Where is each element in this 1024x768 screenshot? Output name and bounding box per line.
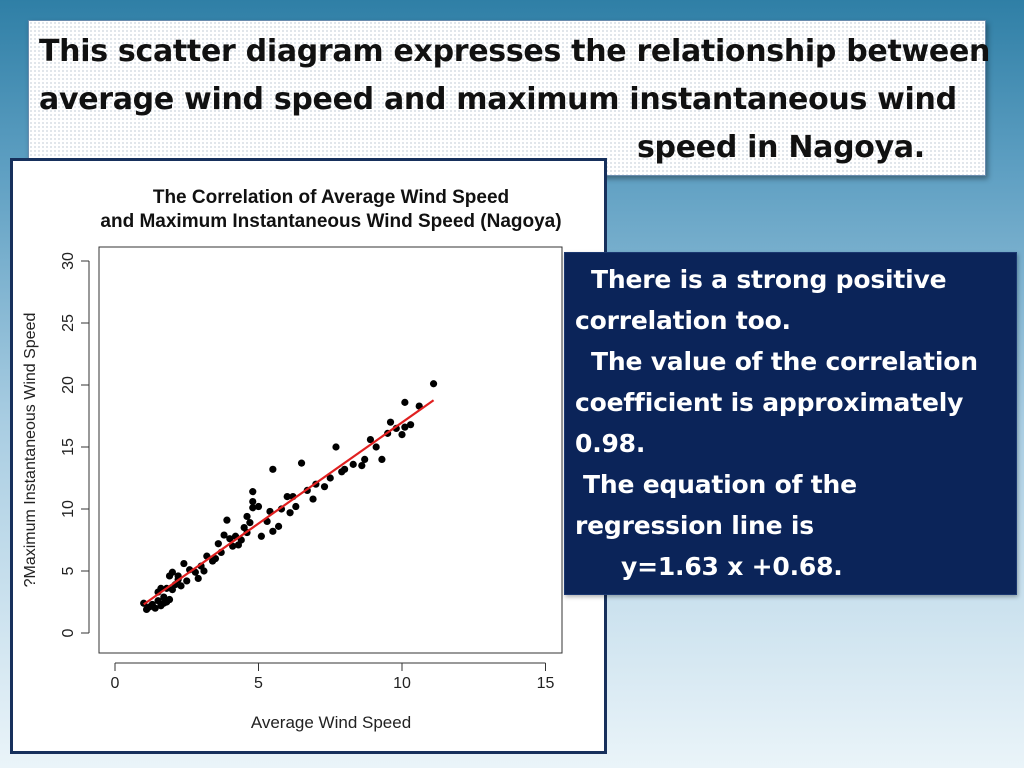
info-line-8: y=1.63 x +0.68. bbox=[621, 552, 843, 581]
slide-title-line-3: speed in Nagoya. bbox=[637, 130, 925, 165]
info-line-1: There is a strong positive bbox=[591, 265, 947, 294]
scatter-point bbox=[378, 455, 386, 463]
scatter-point bbox=[249, 497, 257, 506]
scatter-point bbox=[366, 435, 375, 444]
info-line-7: regression line is bbox=[575, 511, 814, 540]
scatter-point bbox=[407, 421, 415, 429]
scatter-point bbox=[223, 516, 231, 524]
scatter-point bbox=[249, 488, 257, 496]
scatter-point bbox=[211, 555, 220, 563]
scatter-point bbox=[286, 509, 294, 517]
scatter-point bbox=[249, 504, 257, 512]
regression-line-layer bbox=[143, 399, 435, 606]
scatter-point bbox=[401, 398, 409, 406]
scatter-point bbox=[254, 502, 263, 511]
info-line-2: correlation too. bbox=[575, 306, 791, 335]
info-line-6: The equation of the bbox=[583, 470, 857, 499]
scatter-point bbox=[200, 567, 208, 575]
scatter-point bbox=[309, 495, 317, 503]
scatter-point bbox=[177, 582, 185, 590]
scatter-point bbox=[332, 443, 340, 451]
scatter-point bbox=[246, 519, 254, 527]
title-box: This scatter diagram expresses the relat… bbox=[28, 20, 990, 176]
slide-title-line-2: average wind speed and maximum instantan… bbox=[39, 82, 957, 117]
y-axis: 0 5 10 15 20 25 30 bbox=[60, 252, 90, 637]
scatter-point bbox=[269, 527, 277, 535]
scatter-point bbox=[226, 535, 234, 543]
info-line-3: The value of the correlation bbox=[591, 347, 978, 376]
scatter-point bbox=[372, 443, 380, 451]
y-tick-label: 10 bbox=[60, 500, 77, 518]
regression-line bbox=[143, 399, 435, 606]
scatter-point bbox=[341, 465, 349, 473]
x-tick-label: 0 bbox=[111, 675, 120, 692]
scatter-point bbox=[429, 380, 438, 388]
scatter-point bbox=[283, 493, 291, 501]
scatter-point bbox=[229, 542, 237, 550]
scatter-point bbox=[194, 574, 202, 583]
scatter-point bbox=[165, 595, 174, 604]
scatter-point bbox=[269, 465, 277, 473]
info-line-5: 0.98. bbox=[575, 429, 646, 458]
scatter-point bbox=[243, 512, 251, 521]
y-tick-label: 20 bbox=[60, 376, 77, 394]
x-axis-label: Average Wind Speed bbox=[251, 713, 411, 732]
scatter-point bbox=[274, 522, 283, 530]
scatter-point bbox=[386, 418, 395, 426]
y-tick-label: 5 bbox=[60, 566, 77, 575]
chart-title-line-1: The Correlation of Average Wind Speed bbox=[153, 187, 509, 208]
x-tick-label: 10 bbox=[393, 675, 411, 692]
scatter-point bbox=[151, 604, 159, 612]
y-tick-label: 25 bbox=[60, 314, 77, 332]
scatter-point bbox=[361, 455, 369, 463]
scatter-point bbox=[297, 459, 306, 467]
scatter-point bbox=[398, 431, 406, 439]
scatter-point bbox=[183, 577, 191, 585]
y-tick-label: 15 bbox=[60, 438, 77, 456]
scatter-point bbox=[214, 540, 222, 548]
scatter-point bbox=[292, 502, 300, 511]
plot-frame bbox=[98, 246, 563, 654]
y-tick-label: 30 bbox=[60, 252, 77, 270]
scatter-chart: The Correlation of Average Wind Speed an… bbox=[22, 187, 563, 732]
x-axis: 0 5 10 15 bbox=[111, 662, 555, 692]
info-box: There is a strong positive correlation t… bbox=[564, 252, 1017, 595]
chart-title-line-2: and Maximum Instantaneous Wind Speed (Na… bbox=[100, 211, 561, 232]
slide-title-line-1: This scatter diagram expresses the relat… bbox=[39, 34, 991, 69]
scatter-point bbox=[320, 483, 329, 491]
scatter-point bbox=[220, 531, 228, 539]
scatter-points bbox=[140, 380, 438, 614]
info-line-4: coefficient is approximately bbox=[575, 388, 964, 417]
scatter-point bbox=[358, 462, 366, 470]
y-axis-label: ?Maximum Instantaneous Wind Speed bbox=[22, 313, 39, 588]
scatter-point bbox=[180, 559, 188, 568]
x-tick-label: 5 bbox=[254, 675, 263, 692]
scatter-point bbox=[326, 474, 334, 482]
scatter-point bbox=[401, 423, 409, 431]
scatter-point bbox=[349, 460, 357, 468]
scatter-chart-panel: The Correlation of Average Wind Speed an… bbox=[10, 158, 607, 754]
x-tick-label: 15 bbox=[537, 675, 555, 692]
scatter-point bbox=[168, 568, 176, 576]
scatter-point bbox=[257, 532, 265, 540]
y-tick-label: 0 bbox=[60, 628, 77, 637]
